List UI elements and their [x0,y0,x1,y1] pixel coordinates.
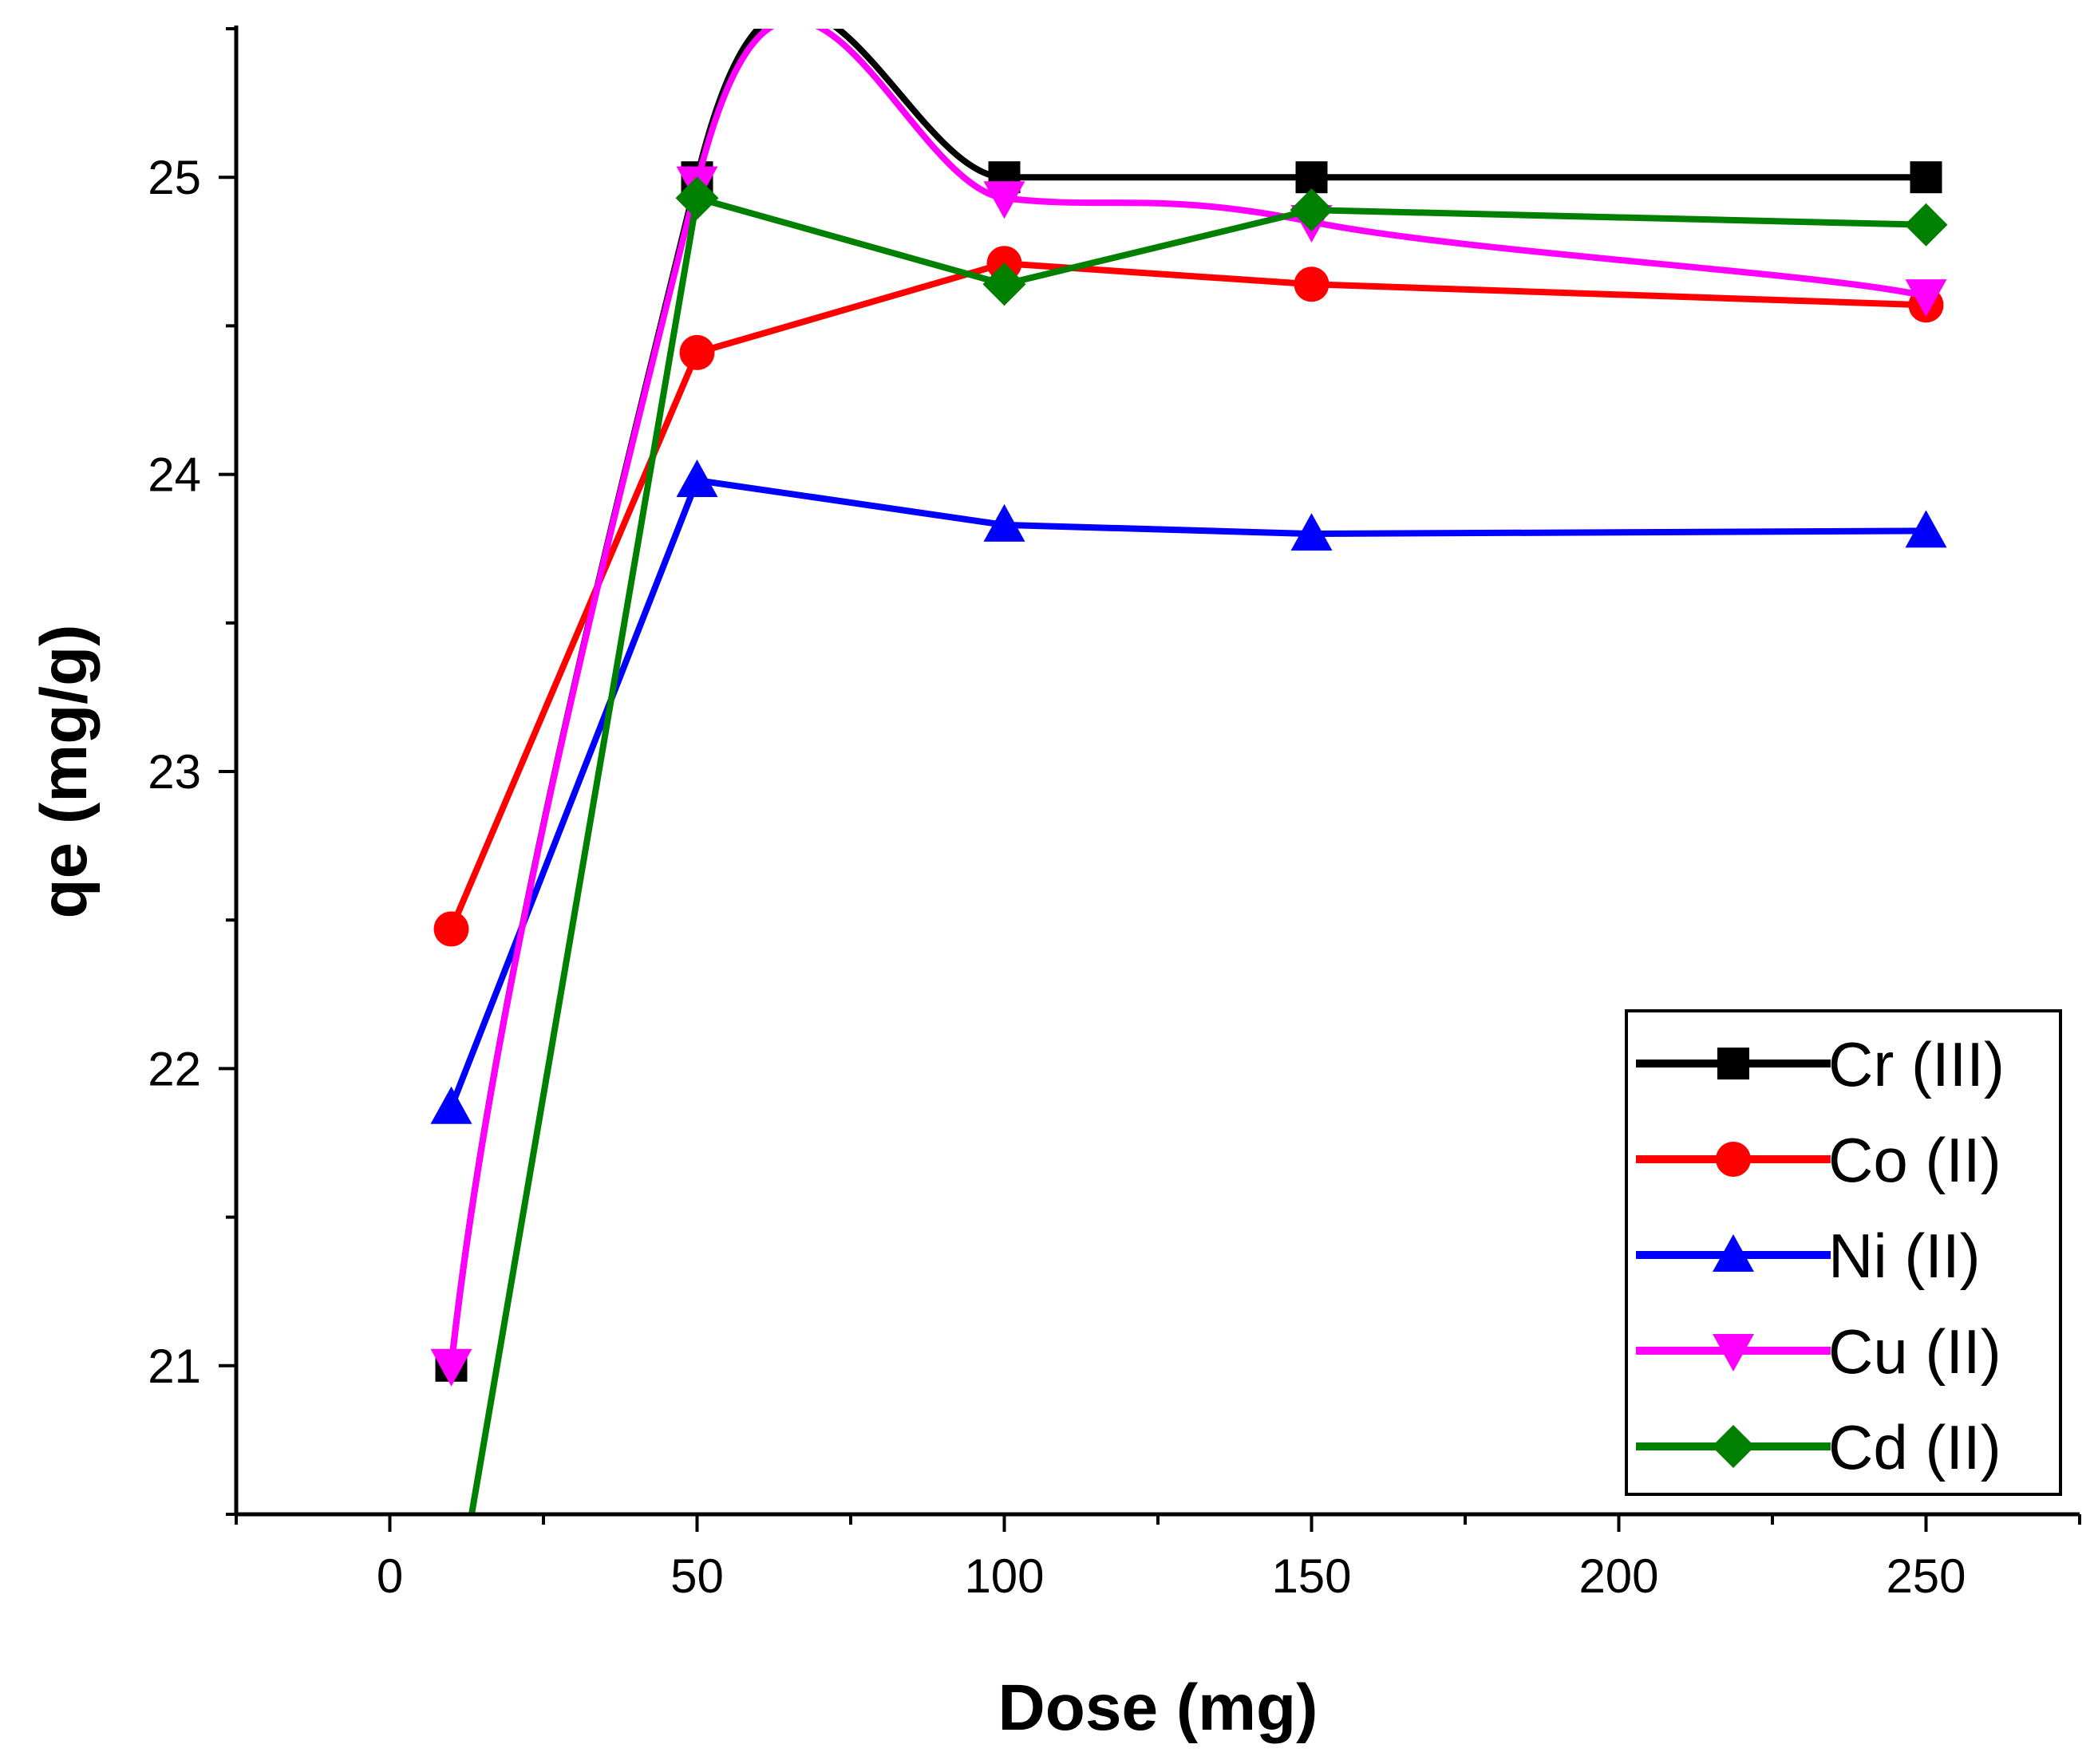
data-point [983,503,1025,542]
legend-item: Cr (III) [1636,1029,2005,1099]
data-point [1290,513,1333,551]
x-axis-title: Dose (mg) [998,1671,1318,1744]
data-point [1905,510,1947,548]
legend-marker [1716,1142,1751,1177]
legend-marker [1713,1234,1754,1272]
data-point [676,460,718,498]
data-point [1294,266,1330,302]
legend-marker [1713,1334,1754,1371]
legend-label: Cd (II) [1828,1412,2001,1482]
x-tick-label: 250 [1886,1549,1966,1603]
y-tick-label: 21 [148,1340,201,1393]
data-point [1295,161,1328,194]
data-point [1905,279,1947,318]
legend-marker [1712,1425,1755,1468]
data-point [1290,188,1333,232]
series-layer [430,29,1948,1655]
series-cd-ii [430,176,1948,1655]
series-line [448,29,1927,1367]
x-tick-label: 50 [670,1549,724,1603]
legend-label: Cu (II) [1828,1316,2001,1387]
legend-marker [1717,1048,1749,1079]
legend-label: Ni (II) [1828,1221,1981,1291]
data-point [982,262,1026,306]
y-tick-label: 23 [148,745,201,799]
data-point [1910,161,1942,194]
data-point [433,911,469,947]
legend-item: Ni (II) [1636,1221,1981,1291]
legend-item: Cu (II) [1636,1316,2001,1387]
legend-item: Cd (II) [1636,1412,2001,1482]
axes: 0 50 100 150 200 250 21 22 23 24 25 Dose (mg) qe (mg… [28,26,2081,1744]
data-point [679,334,715,370]
legend-label: Co (II) [1828,1125,2001,1195]
data-point [675,176,719,220]
y-tick-label: 22 [148,1042,201,1095]
data-point [430,1348,472,1387]
x-tick-label: 0 [377,1549,403,1603]
data-point [430,1612,473,1655]
x-tick-label: 100 [964,1549,1044,1603]
x-tick-label: 200 [1578,1549,1658,1603]
y-tick-label: 25 [148,151,201,204]
data-point [430,1086,472,1124]
legend-label: Cr (III) [1828,1029,2005,1099]
legend-item: Co (II) [1636,1125,2001,1195]
series-co-ii [433,246,1944,947]
y-axis-title: qe (mg/g) [28,625,101,919]
x-tick-label: 150 [1271,1549,1351,1603]
series-line [448,260,1926,930]
data-point [1904,203,1948,247]
y-tick-label: 24 [148,448,201,502]
legend: Cr (III) Co (II) Ni (II) Cu (II) Cd (II) [1625,1009,2062,1496]
data-point [983,181,1025,219]
